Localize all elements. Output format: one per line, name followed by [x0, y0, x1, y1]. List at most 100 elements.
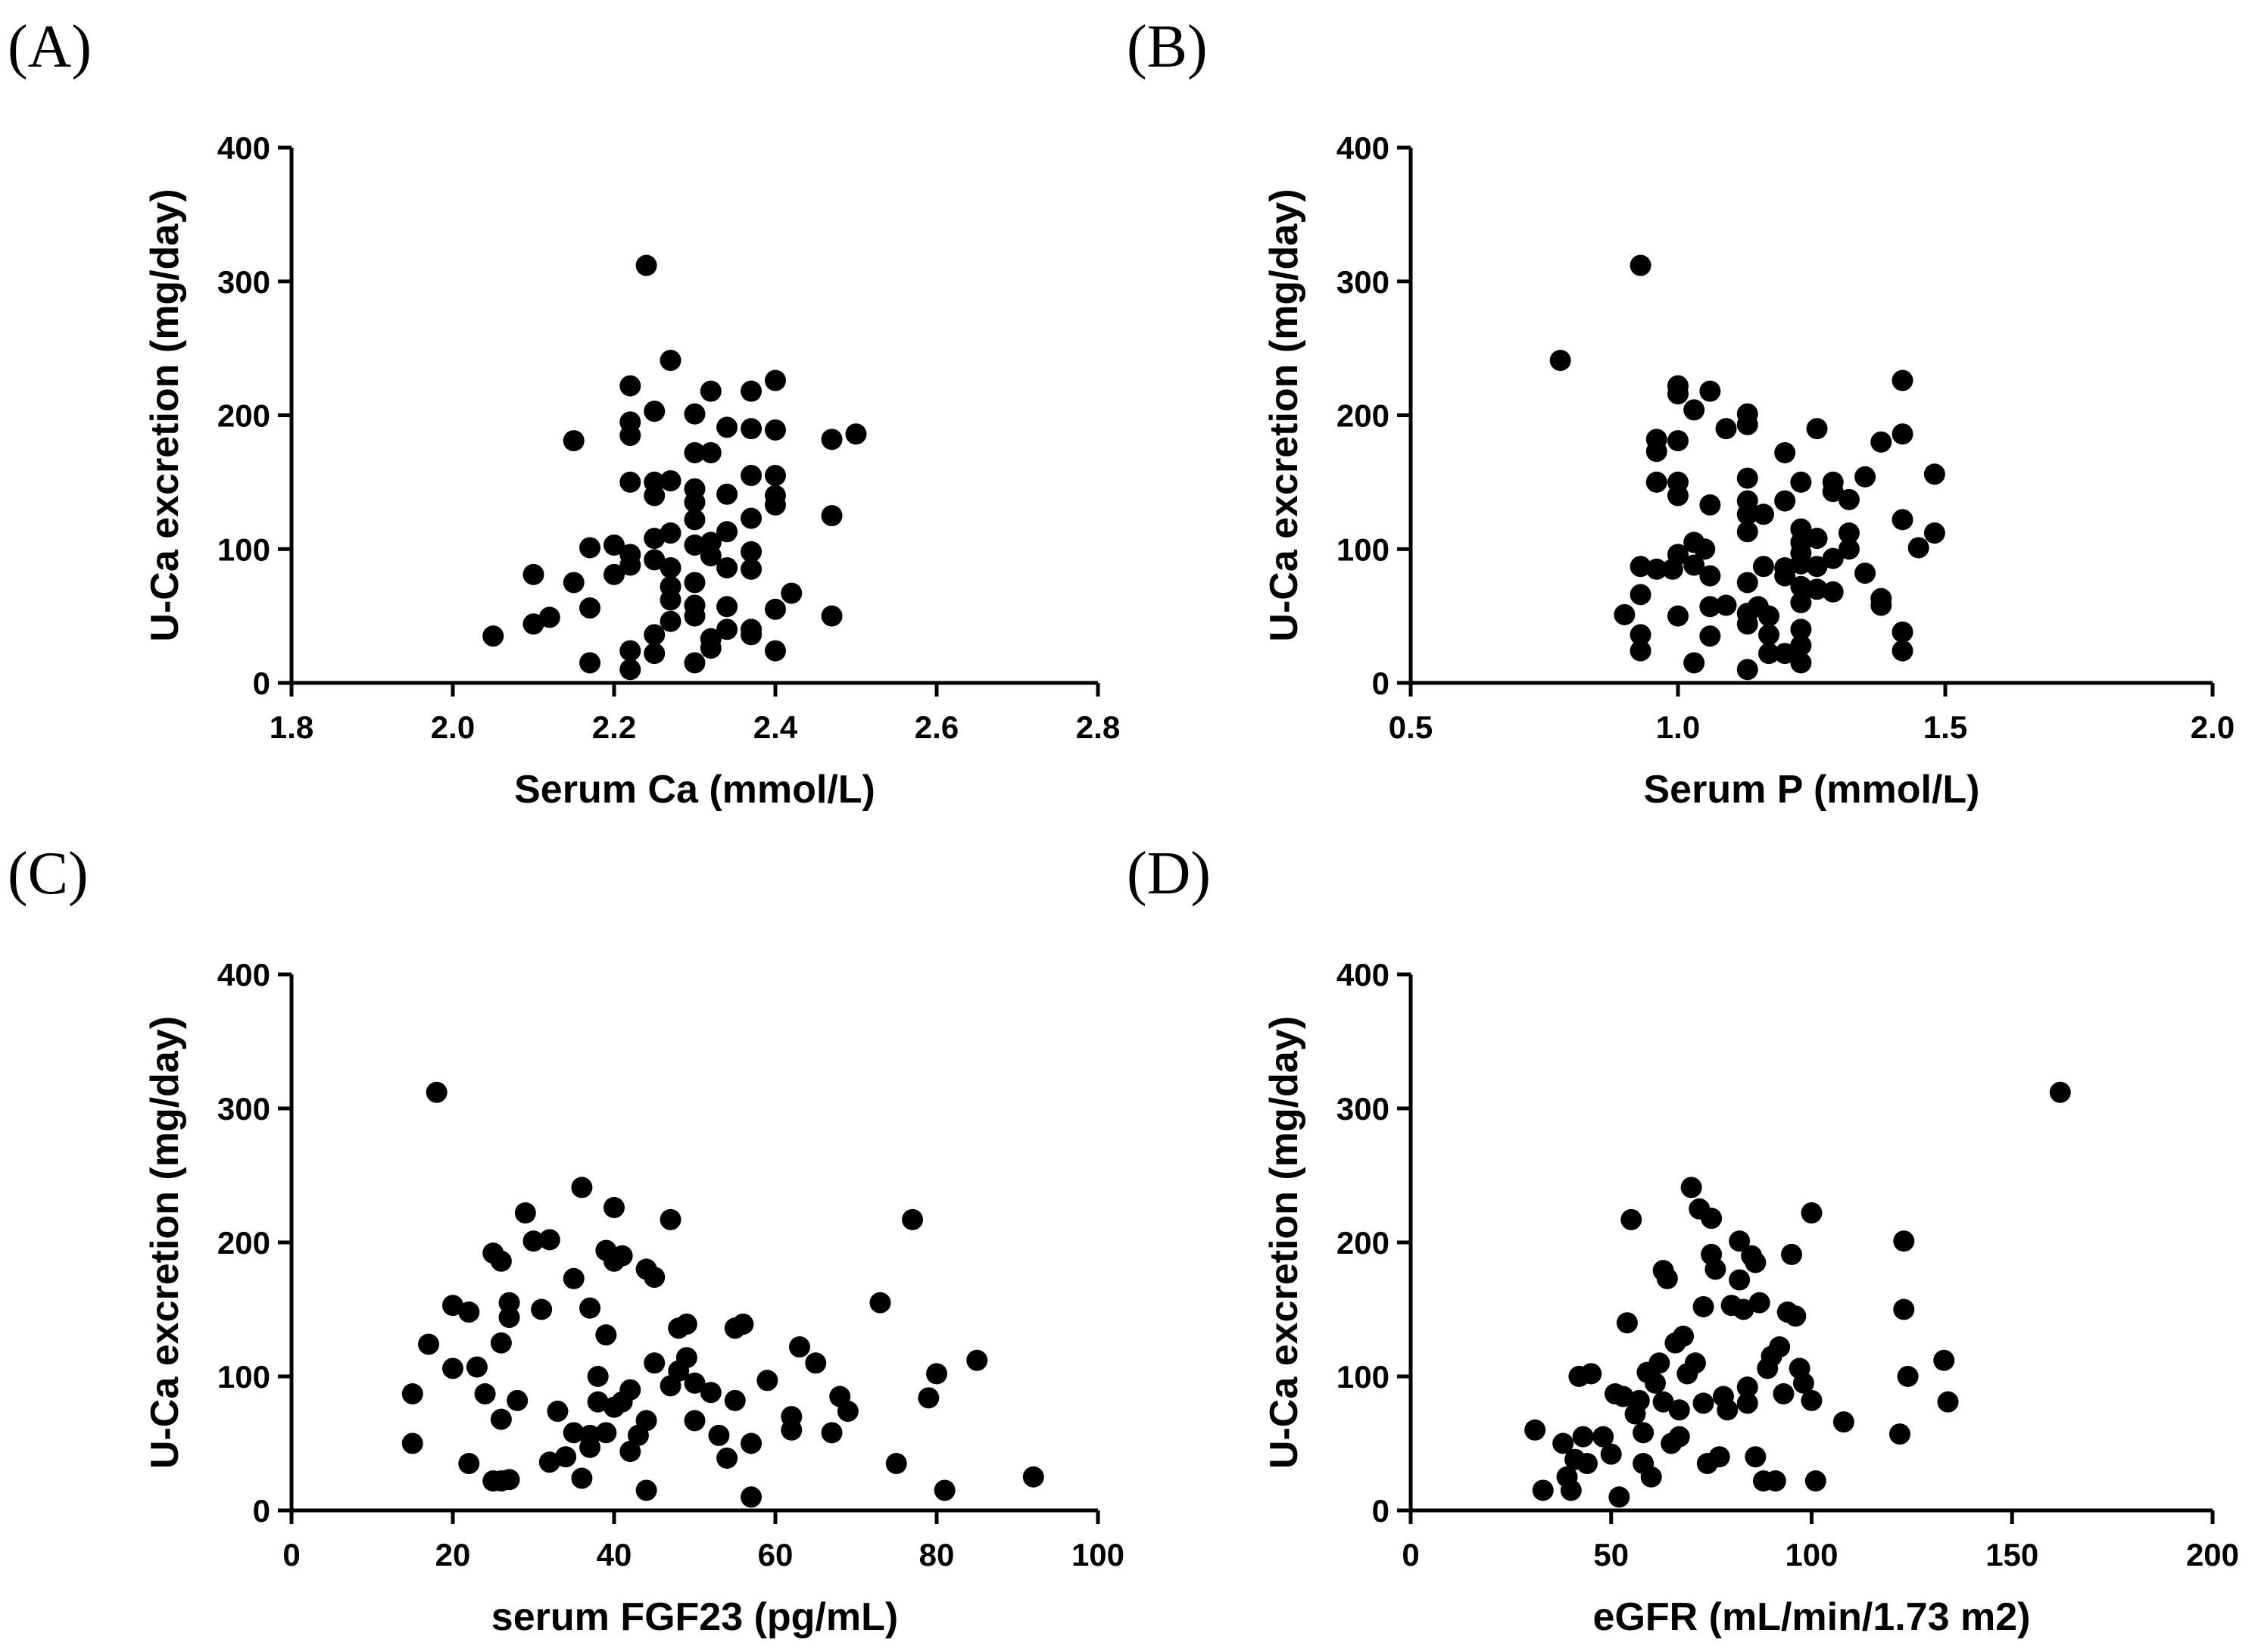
data-point [1645, 558, 1667, 580]
data-point [1870, 431, 1892, 453]
data-point [1892, 369, 1913, 391]
data-point [741, 380, 763, 402]
y-tick-label: 100 [217, 531, 270, 567]
data-point [619, 640, 641, 662]
x-axis-title: eGFR (mL/min/1.73 m2) [1593, 1595, 2031, 1639]
y-axis-title: U-Ca excretion (mg/day) [143, 189, 187, 641]
data-point [1648, 1352, 1670, 1374]
data-point [765, 465, 786, 487]
data-point [1736, 521, 1758, 543]
data-point [458, 1301, 480, 1323]
x-tick-label: 0 [282, 1537, 300, 1573]
y-axis-title: U-Ca excretion (mg/day) [143, 1016, 187, 1469]
data-point [821, 429, 843, 450]
x-tick-label: 40 [597, 1537, 632, 1573]
data-point [684, 1372, 706, 1394]
data-point [1630, 556, 1651, 578]
data-point [1822, 481, 1844, 503]
data-point [1717, 1399, 1739, 1421]
panel-label: (A) [8, 14, 92, 80]
data-point [1708, 1446, 1730, 1468]
data-point [1790, 652, 1812, 674]
data-point [821, 505, 843, 527]
y-tick-label: 300 [217, 264, 270, 300]
data-point [675, 1347, 697, 1369]
data-point [1838, 488, 1860, 510]
data-point [1854, 563, 1876, 584]
data-point [660, 1208, 681, 1230]
data-point [660, 350, 681, 372]
data-point [885, 1453, 907, 1475]
data-point [1645, 441, 1667, 463]
data-point [1893, 1298, 1915, 1320]
data-point [1804, 1470, 1826, 1492]
data-point [1667, 544, 1689, 566]
data-point [837, 1401, 859, 1423]
data-point [538, 1451, 560, 1473]
y-tick-label: 200 [1336, 398, 1389, 434]
data-point [1752, 556, 1774, 578]
data-point [1680, 1177, 1702, 1198]
data-point [619, 1379, 641, 1401]
data-point [498, 1469, 520, 1491]
data-point [1806, 528, 1828, 550]
data-point [675, 1313, 697, 1335]
data-point [1801, 1389, 1823, 1411]
data-point [1892, 509, 1913, 531]
data-point [716, 556, 738, 578]
data-point [587, 1366, 609, 1387]
data-point [587, 1391, 609, 1413]
data-point [1572, 1426, 1594, 1448]
data-point [1774, 490, 1796, 512]
data-point [1736, 613, 1758, 635]
data-point [716, 483, 738, 505]
data-point [869, 1292, 891, 1314]
data-point [2049, 1081, 2071, 1103]
data-point [1892, 621, 1913, 643]
data-point [490, 1408, 512, 1430]
data-point [845, 423, 867, 445]
data-point [1022, 1466, 1044, 1488]
data-point [1668, 1426, 1690, 1448]
data-point [1758, 643, 1780, 665]
data-point [1645, 471, 1667, 493]
data-point [466, 1356, 488, 1378]
data-point [1620, 1208, 1642, 1230]
data-point [571, 1177, 593, 1198]
y-tick-label: 0 [253, 665, 270, 701]
y-tick-label: 200 [217, 398, 270, 434]
y-tick-label: 300 [217, 1091, 270, 1127]
data-point [1683, 554, 1705, 576]
data-point [1630, 254, 1651, 276]
data-point [1699, 596, 1721, 618]
x-tick-label: 100 [1785, 1537, 1838, 1573]
data-point [507, 1389, 529, 1411]
data-point [1806, 578, 1828, 600]
data-point [1892, 423, 1913, 445]
data-point [1667, 430, 1689, 452]
data-point [1801, 1202, 1823, 1224]
data-point [1729, 1269, 1751, 1291]
data-point [644, 624, 666, 646]
x-tick-label: 60 [758, 1537, 794, 1573]
data-point [788, 1336, 810, 1358]
data-point [684, 441, 706, 463]
data-point [1937, 1391, 1959, 1413]
data-point [1764, 1470, 1786, 1492]
data-point [490, 1250, 512, 1272]
data-point [603, 534, 625, 556]
data-point [716, 1447, 738, 1469]
data-point [1684, 1352, 1706, 1374]
y-tick-label: 400 [217, 130, 270, 166]
data-point [741, 1486, 763, 1508]
panel-d: (D) 0 100 200 300 400 0 50 100 150 200 eGFR (mL/min… [1127, 840, 2239, 1639]
y-axis-title: U-Ca excretion (mg/day) [1262, 1016, 1306, 1469]
x-tick-label: 1.0 [1656, 709, 1700, 745]
data-point [1699, 494, 1721, 516]
x-axis-title: Serum P (mmol/L) [1643, 768, 1979, 812]
data-point [1736, 467, 1758, 489]
data-point [619, 425, 641, 447]
y-tick-label: 100 [217, 1359, 270, 1395]
x-tick-label: 2.2 [592, 709, 636, 745]
data-point [1692, 1295, 1714, 1317]
